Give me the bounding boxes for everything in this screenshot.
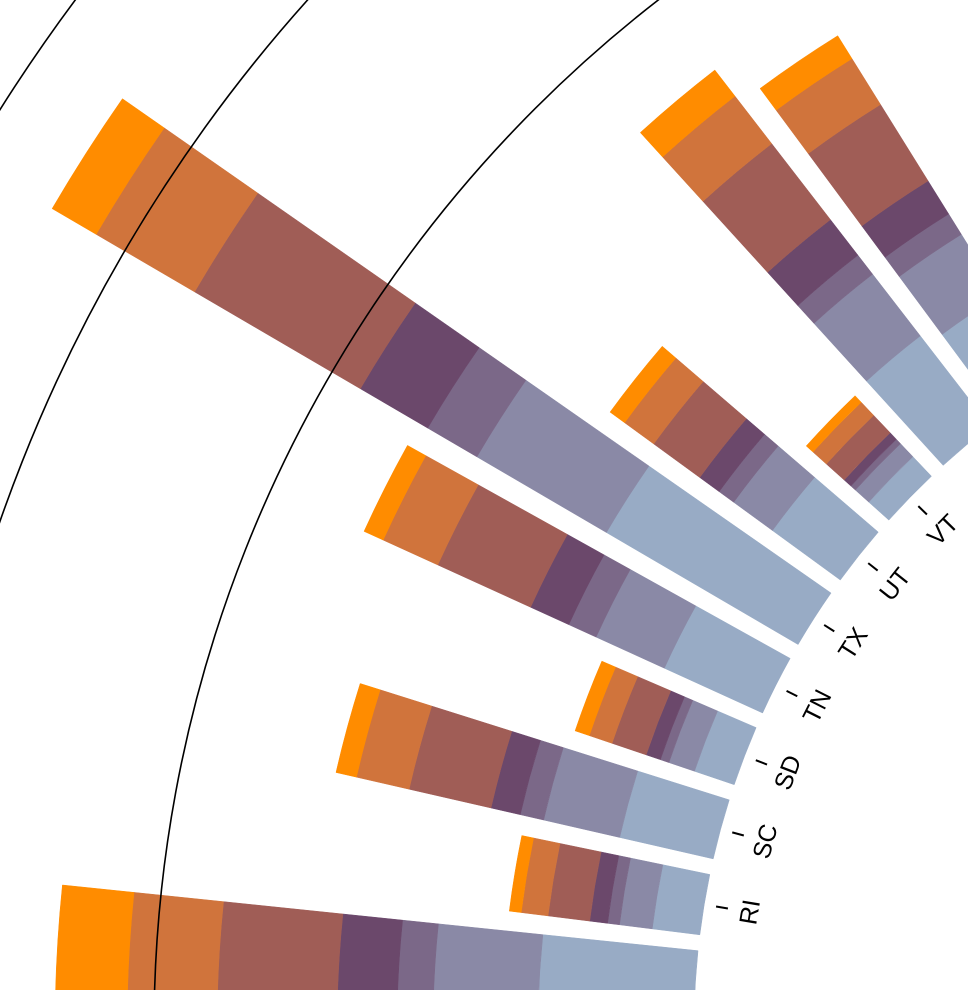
category-label: UT [874, 563, 917, 607]
bar-segment [335, 683, 381, 778]
category-tick [867, 562, 879, 572]
category-tick [786, 689, 798, 698]
bar-segment [217, 901, 344, 990]
bar-segment [639, 69, 736, 158]
bar-segment [433, 923, 544, 990]
bar-segment [759, 35, 853, 111]
bar-segment [609, 345, 677, 424]
bar-segment [397, 919, 439, 990]
category-tick [731, 831, 745, 837]
bar-segment [805, 395, 862, 453]
category-tick [823, 624, 835, 633]
bar-segment [509, 835, 534, 913]
category-label: VT [922, 509, 964, 551]
category-tick [715, 905, 729, 910]
bar-segment [55, 884, 135, 990]
bar-segment [51, 98, 165, 235]
category-tick [755, 759, 768, 766]
category-tick [917, 505, 928, 516]
category-label: SD [769, 751, 808, 793]
category-label: RI [734, 898, 766, 927]
category-label: TN [797, 685, 837, 727]
bar-segment [574, 660, 616, 736]
bar-segment [337, 913, 403, 990]
bar-segment [363, 445, 427, 541]
bar-segment [538, 934, 699, 990]
category-label: SC [748, 821, 784, 862]
bar-segment [619, 770, 730, 860]
category-label: TX [833, 622, 874, 664]
bar-segment [127, 892, 224, 990]
